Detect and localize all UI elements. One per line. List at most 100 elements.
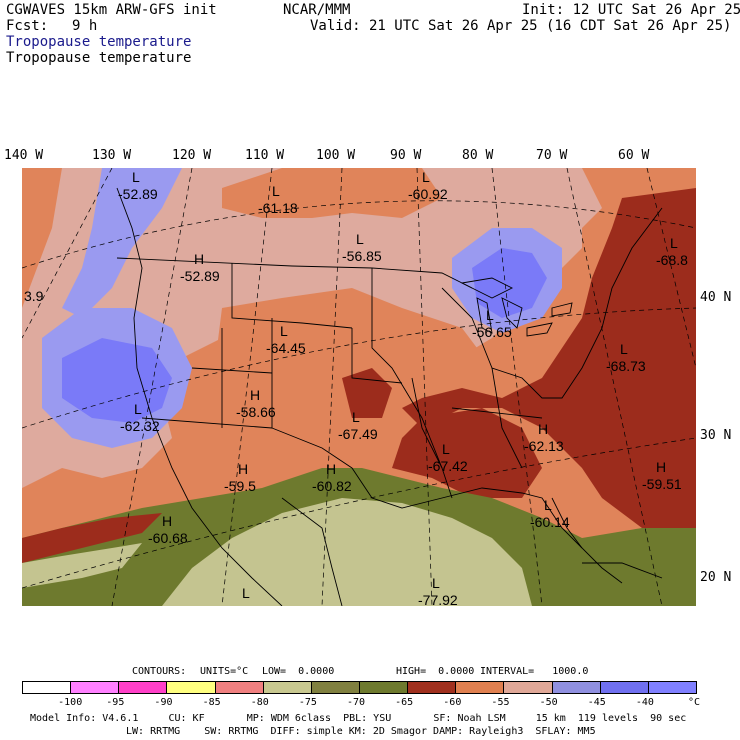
colorbar-tick-label: -80: [250, 697, 269, 708]
extremum-value: 3.9: [24, 288, 44, 304]
extremum-value: -56.65: [472, 324, 512, 340]
colorbar-tick-label: -40: [635, 697, 654, 708]
high-marker: H: [250, 387, 260, 403]
colorbar-swatch: [551, 681, 601, 694]
high-label: HIGH= 0.0000: [396, 666, 475, 677]
low-marker: L: [280, 323, 288, 339]
lon-label: 90 W: [390, 148, 422, 163]
field-title-primary: Tropopause temperature: [6, 34, 192, 50]
lon-label: 60 W: [618, 148, 650, 163]
colorbar-swatch: [214, 681, 264, 694]
high-marker: H: [656, 459, 666, 475]
colorbar-swatch: [599, 681, 649, 694]
lon-label: 70 W: [536, 148, 568, 163]
low-marker: L: [242, 585, 250, 601]
colorbar-swatch: [262, 681, 312, 694]
shading-dark-red: [392, 408, 542, 498]
low-label: LOW= 0.0000: [262, 666, 335, 677]
colorbar-tick-label: -65: [395, 697, 414, 708]
field-title-secondary: Tropopause temperature: [6, 50, 192, 66]
shading-blue: [62, 338, 172, 423]
model-title: CGWAVES 15km ARW-GFS init: [6, 2, 217, 18]
lat-label: 30 N: [700, 428, 732, 443]
colorbar-swatch: [22, 681, 72, 694]
colorbar-tick-label: -75: [298, 697, 317, 708]
extremum-value: -68.8: [656, 252, 688, 268]
extrema-labels: L-52.89 L-61.18L-60.92L-56.85H-52.893.9L-…: [24, 169, 688, 606]
low-marker: L: [356, 231, 364, 247]
lon-label: 130 W: [92, 148, 132, 163]
lat-label: 20 N: [700, 570, 732, 585]
colorbar-swatch: [407, 681, 457, 694]
extremum-value: -67.42: [428, 458, 468, 474]
lon-label: 140 W: [4, 148, 44, 163]
high-marker: H: [162, 513, 172, 529]
graticule: [22, 168, 696, 606]
org-label: NCAR/MMM: [283, 2, 351, 18]
extremum-value: -52.89: [180, 268, 220, 284]
lon-label: 120 W: [172, 148, 212, 163]
interval-label: INTERVAL= 1000.0: [480, 666, 589, 677]
extremum-value: -64.45: [266, 340, 306, 356]
units-label: UNITS=°C: [200, 666, 249, 677]
shading-khaki: [162, 498, 532, 606]
colorbar-swatch: [455, 681, 505, 694]
lon-label: 80 W: [462, 148, 494, 163]
lon-label: 110 W: [245, 148, 285, 163]
high-marker: H: [326, 461, 336, 477]
extremum-value: -60.68: [148, 530, 188, 546]
low-marker: L: [134, 401, 142, 417]
extremum-value: -56.85: [342, 248, 382, 264]
model-info-line1: Model Info: V4.6.1 CU: KF MP: WDM 6class…: [30, 713, 687, 724]
colorbar-swatch: [70, 681, 120, 694]
extremum-value: -60.92: [408, 186, 448, 202]
colorbar-swatch: [503, 681, 553, 694]
colorbar-tick-label: -60: [443, 697, 462, 708]
extremum-value: -59.5: [224, 478, 256, 494]
valid-time: Valid: 21 UTC Sat 26 Apr 25 (16 CDT Sat …: [310, 18, 732, 34]
low-marker: L: [620, 341, 628, 357]
lon-label: 100 W: [316, 148, 356, 163]
colorbar-swatch: [310, 681, 360, 694]
colorbar-tick-label: -95: [106, 697, 125, 708]
extremum-value: -77.92: [418, 592, 458, 606]
forecast-label: Fcst:: [6, 18, 49, 34]
shading-dark-red: [402, 188, 696, 538]
low-marker: L: [352, 409, 360, 425]
extremum-value: -60.14: [530, 514, 570, 530]
shading-orange: [222, 168, 442, 218]
low-marker: L: [670, 235, 678, 251]
tropopause-temperature-map: L-52.89 L-61.18L-60.92L-56.85H-52.893.9L-…: [22, 168, 696, 606]
shading-blue: [62, 168, 182, 318]
forecast-hour: 9 h: [72, 18, 98, 34]
model-info-line2: LW: RRTMG SW: RRTMG DIFF: simple KM: 2D …: [126, 726, 596, 737]
low-marker: L: [432, 575, 440, 591]
colorbar-swatch: [118, 681, 168, 694]
contours-label: CONTOURS:: [132, 666, 187, 677]
extremum-value: -67.49: [338, 426, 378, 442]
low-marker: L: [486, 307, 494, 323]
great-lakes: [460, 277, 573, 337]
political-boundaries: [116, 187, 663, 606]
extremum-value: -62.32: [120, 418, 160, 434]
low-marker: L: [422, 169, 430, 185]
extremum-value: -58.66: [236, 404, 276, 420]
colorbar-tick-label: -85: [202, 697, 221, 708]
colorbar-swatch: [359, 681, 409, 694]
extremum-value: -59.51: [642, 476, 682, 492]
extremum-value: -61.18: [258, 200, 298, 216]
extremum-value: -60.82: [312, 478, 352, 494]
colorbar-swatch: [647, 681, 697, 694]
shading-khaki: [22, 543, 142, 588]
extremum-value: -68.73: [606, 358, 646, 374]
init-time: Init: 12 UTC Sat 26 Apr 25: [522, 2, 740, 18]
low-marker: L: [132, 169, 140, 185]
colorbar-swatch: [166, 681, 216, 694]
extremum-value: -62.13: [524, 438, 564, 454]
colorbar-tick-label: -90: [154, 697, 173, 708]
colorbar-tick-label: -70: [347, 697, 366, 708]
low-marker: L: [272, 183, 280, 199]
low-marker: L: [544, 497, 552, 513]
colorbar-tick-label: °C: [688, 697, 701, 708]
lat-label: 40 N: [700, 290, 732, 305]
